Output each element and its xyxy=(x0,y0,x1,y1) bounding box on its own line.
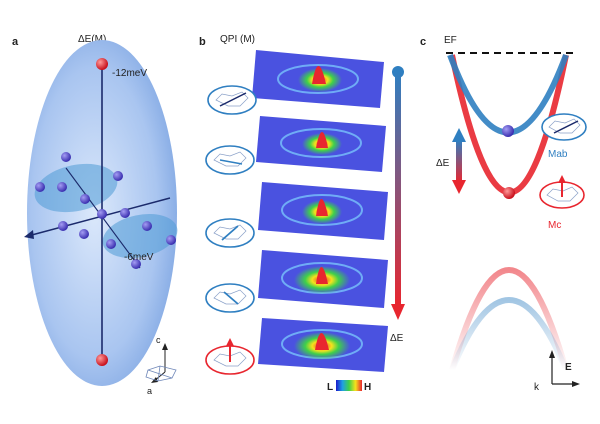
panel-a-label: a xyxy=(12,36,19,48)
lower-band-red xyxy=(449,267,569,371)
panel-a: a ΔE(M) -12meV -6meV xyxy=(12,34,178,396)
energy-arrow xyxy=(395,72,401,306)
panel-b-title: QPI (M) xyxy=(220,34,255,45)
moment-icon xyxy=(205,338,255,375)
qpi-layer xyxy=(258,182,388,240)
colorbar-low-label: L xyxy=(327,382,333,393)
delta-arrow-down-icon xyxy=(452,180,466,194)
qpi-layer xyxy=(258,250,388,308)
axis-k-label: k xyxy=(534,382,540,393)
moment-icon xyxy=(205,283,255,313)
moment-icon xyxy=(205,218,255,248)
energy-arrowhead-icon xyxy=(391,304,405,320)
mab-label: Mab xyxy=(548,149,568,160)
panel-b-label: b xyxy=(199,36,206,48)
band-mc-minimum xyxy=(503,187,515,199)
moment-spheres xyxy=(35,152,176,269)
energy-arrow-label: ΔE xyxy=(390,333,404,344)
colorbar-high-label: H xyxy=(364,382,371,393)
qpi-layer xyxy=(256,116,386,172)
band-mab-minimum xyxy=(502,125,514,137)
ek-axes: E k xyxy=(534,350,580,393)
qpi-layer xyxy=(252,50,384,108)
panel-a-title: ΔE(M) xyxy=(78,34,106,45)
mc-label: Mc xyxy=(548,220,561,231)
delta-arrow-up-icon xyxy=(452,128,466,142)
inplane-arrow-icon xyxy=(24,230,34,239)
fermi-label: EF xyxy=(444,35,457,46)
panel-c: c EF ΔE Mab Mc E xyxy=(420,35,587,393)
energy-top-label: -12meV xyxy=(112,68,147,79)
axis-e-label: E xyxy=(565,362,572,373)
mab-icon xyxy=(541,113,587,141)
axis-a-label: a xyxy=(147,386,152,396)
colorbar xyxy=(336,380,362,391)
axis-c-label: c xyxy=(156,335,161,345)
panel-c-label: c xyxy=(420,36,426,48)
delta-label: ΔE xyxy=(436,158,450,169)
lobe-lower xyxy=(102,213,178,259)
delta-arrow xyxy=(456,140,462,182)
lobe-upper xyxy=(34,163,118,213)
lattice-axes: c a xyxy=(145,335,177,396)
lower-band-blue xyxy=(449,297,569,372)
moment-icon xyxy=(205,145,255,175)
panel-b: b QPI (M) xyxy=(199,34,405,393)
qpi-layer xyxy=(258,318,388,372)
bottom-red-sphere xyxy=(96,354,108,366)
mc-icon xyxy=(539,175,585,209)
top-red-sphere xyxy=(96,58,108,70)
energy-bottom-label: -6meV xyxy=(124,252,154,263)
moment-icon xyxy=(207,85,257,115)
